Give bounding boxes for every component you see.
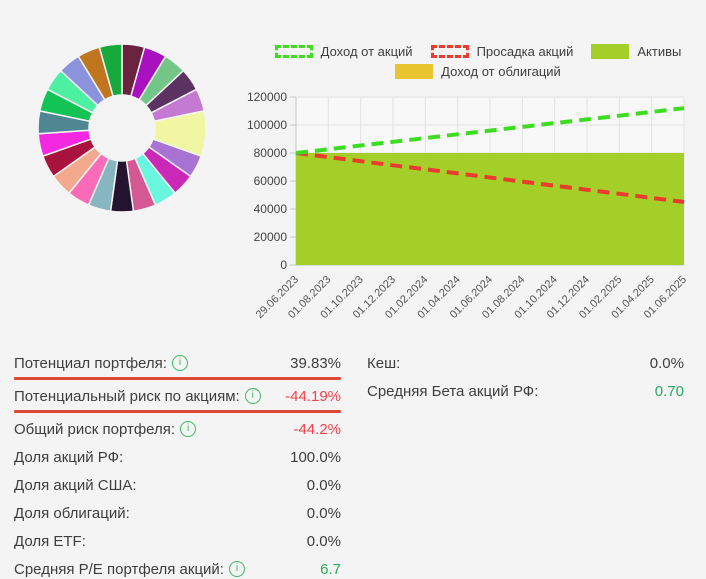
legend-marker-dashed-icon: [274, 45, 313, 58]
stat-row: Доля ETF: 0.0%: [14, 530, 341, 552]
stat-row: Доля акций США: 0.0%: [14, 474, 341, 496]
stat-row: Общий риск портфеля: i -44.2%: [14, 418, 341, 440]
stat-label: Доля акций РФ:: [14, 448, 124, 466]
legend-label: Активы: [637, 44, 682, 59]
stat-row: Потенциальный риск по акциям: i -44.19%: [14, 385, 341, 407]
legend-item-dashed[interactable]: Доход от акций: [274, 44, 413, 59]
stat-label: Кеш:: [367, 354, 401, 372]
y-tick-label: 80000: [254, 146, 288, 160]
y-tick-label: 60000: [254, 174, 288, 188]
legend-item-solid[interactable]: Активы: [591, 44, 681, 59]
stat-value: 0.0%: [306, 476, 341, 494]
stat-label: Средняя Бета акций РФ:: [367, 382, 539, 400]
highlight-underline: [14, 377, 341, 380]
stat-value: 0.0%: [306, 532, 341, 550]
y-tick-label: 20000: [254, 230, 288, 244]
stat-label: Доля ETF:: [14, 532, 86, 550]
stat-value: 100.0%: [290, 448, 341, 466]
stat-label: Потенциальный риск по акциям:: [14, 387, 240, 405]
y-tick-label: 120000: [247, 90, 287, 104]
stat-row: Доля акций РФ: 100.0%: [14, 446, 341, 468]
y-tick-label: 0: [280, 258, 287, 272]
y-tick-label: 100000: [247, 118, 287, 132]
info-icon[interactable]: i: [171, 355, 188, 371]
info-icon[interactable]: i: [244, 388, 261, 404]
stat-value: 6.7: [320, 560, 341, 578]
legend-item-dashed[interactable]: Просадка акций: [430, 44, 574, 59]
stat-value: 0.70: [654, 382, 684, 400]
legend-marker-dashed-icon: [430, 45, 469, 58]
stat-label: Общий риск портфеля:: [14, 420, 176, 438]
legend-label: Доход от акций: [320, 44, 413, 59]
chart-legend: Доход от акций Просадка акций Активы Доход …: [250, 44, 706, 79]
legend-marker-solid-icon: [591, 44, 630, 59]
stats-column-left: Потенциал портфеля: i 39.83% Потенциальный …: [14, 352, 341, 579]
stat-label: Доля облигаций:: [14, 504, 130, 522]
income-line-series: [295, 106, 685, 155]
y-tick-label: 40000: [254, 202, 288, 216]
donut-segment: [98, 43, 123, 98]
stat-value: -44.19%: [285, 387, 341, 405]
stat-row: Доля облигаций: 0.0%: [14, 502, 341, 524]
portfolio-forecast-chart: 02000040000600008000010000012000029.06.2…: [247, 90, 689, 321]
stat-value: 39.83%: [290, 354, 341, 372]
drawdown-line-series: [295, 151, 685, 204]
stat-value: -44.2%: [293, 420, 341, 438]
info-icon[interactable]: i: [180, 421, 197, 437]
legend-row: Доход от акций Просадка акций Активы: [274, 44, 681, 59]
stat-value: 0.0%: [649, 354, 684, 372]
portfolio-allocation-donut-chart: [37, 43, 207, 213]
info-icon[interactable]: i: [228, 561, 245, 577]
stat-row: Средняя P/E портфеля акций: i 6.7: [14, 558, 341, 579]
stat-label: Средняя P/E портфеля акций:: [14, 560, 224, 578]
stat-label: Доля акций США:: [14, 476, 137, 494]
stat-label: Потенциал портфеля:: [14, 354, 167, 372]
highlight-underline: [14, 410, 341, 413]
assets-area-series: [296, 153, 684, 265]
legend-row: Доход от облигаций: [395, 64, 561, 79]
legend-marker-solid-icon: [395, 64, 434, 79]
legend-item-solid[interactable]: Доход от облигаций: [395, 64, 561, 79]
legend-label: Просадка акций: [476, 44, 574, 59]
stat-row: Кеш: 0.0%: [367, 352, 684, 374]
stat-row: Средняя Бета акций РФ: 0.70: [367, 380, 684, 402]
legend-label: Доход от облигаций: [441, 64, 561, 79]
stats-column-right: Кеш: 0.0% Средняя Бета акций РФ: 0.70: [367, 352, 684, 408]
stat-value: 0.0%: [306, 504, 341, 522]
stat-row: Потенциал портфеля: i 39.83%: [14, 352, 341, 374]
